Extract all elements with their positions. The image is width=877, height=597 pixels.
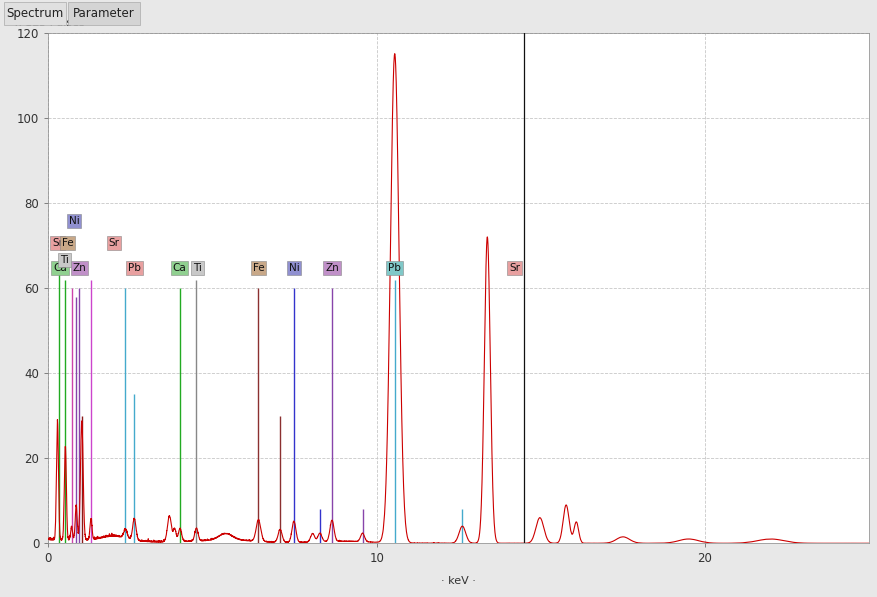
Text: Ca: Ca	[173, 263, 186, 273]
FancyBboxPatch shape	[4, 2, 66, 25]
Text: Fe: Fe	[253, 263, 264, 273]
Text: Ca: Ca	[53, 263, 67, 273]
Text: x 1E3 Pulses: x 1E3 Pulses	[16, 18, 85, 27]
Text: Sr: Sr	[109, 238, 119, 248]
Text: Ni: Ni	[68, 216, 79, 226]
Text: Pb: Pb	[128, 263, 140, 273]
FancyBboxPatch shape	[68, 2, 139, 25]
Text: Ti: Ti	[193, 263, 202, 273]
Text: Zn: Zn	[73, 263, 86, 273]
Text: Spectrum: Spectrum	[6, 7, 63, 20]
Text: Sr: Sr	[52, 238, 63, 248]
Text: Pb: Pb	[388, 263, 401, 273]
Text: Sr: Sr	[509, 263, 519, 273]
Text: Parameter: Parameter	[73, 7, 135, 20]
Text: Ti: Ti	[61, 255, 69, 264]
Text: Fe: Fe	[61, 238, 73, 248]
Text: Ni: Ni	[289, 263, 299, 273]
Text: · keV ·: · keV ·	[441, 577, 475, 586]
Text: Zn: Zn	[324, 263, 339, 273]
